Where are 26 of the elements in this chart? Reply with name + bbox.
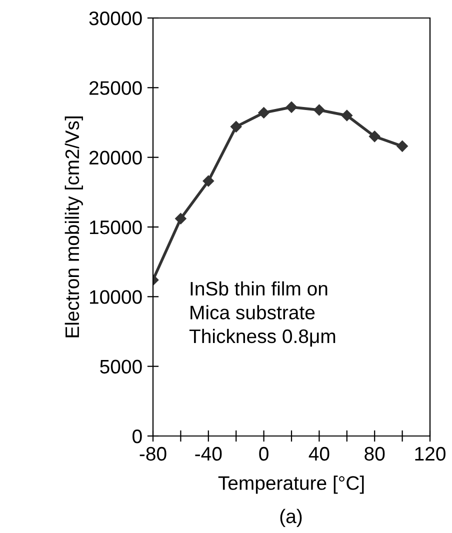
x-tick-label: -80 [140, 446, 166, 461]
x-axis-title: Temperature [°C] [218, 476, 364, 494]
text: (a) [280, 508, 302, 528]
x-tick-label: 0 [259, 446, 268, 461]
point [202, 175, 214, 187]
y-axis-title: Electron mobility [cm2/Vs] [64, 116, 83, 338]
y-tick-label: 20000 [89, 150, 142, 165]
point [368, 130, 380, 142]
point [175, 213, 186, 224]
point [258, 107, 270, 118]
y-tick-label: 0 [132, 429, 142, 444]
point [341, 110, 353, 122]
annotation: InSb thin film on Mica substrate Thickness 0.8μm [189, 281, 336, 347]
point [314, 104, 325, 116]
point [230, 121, 242, 132]
x-tick-label: -40 [195, 446, 222, 461]
x-tick-label: 120 [415, 446, 446, 461]
point [396, 140, 408, 152]
y-tick-label: 25000 [89, 81, 142, 95]
y-tick-label: 5000 [100, 360, 142, 374]
y-tick-label: 10000 [90, 290, 142, 304]
y-tick-label: 15000 [90, 220, 142, 234]
x-tick-label: 40 [308, 446, 330, 461]
x-tick-label: 80 [364, 446, 385, 461]
point [286, 102, 298, 113]
y-tick-label: 30000 [89, 11, 142, 26]
